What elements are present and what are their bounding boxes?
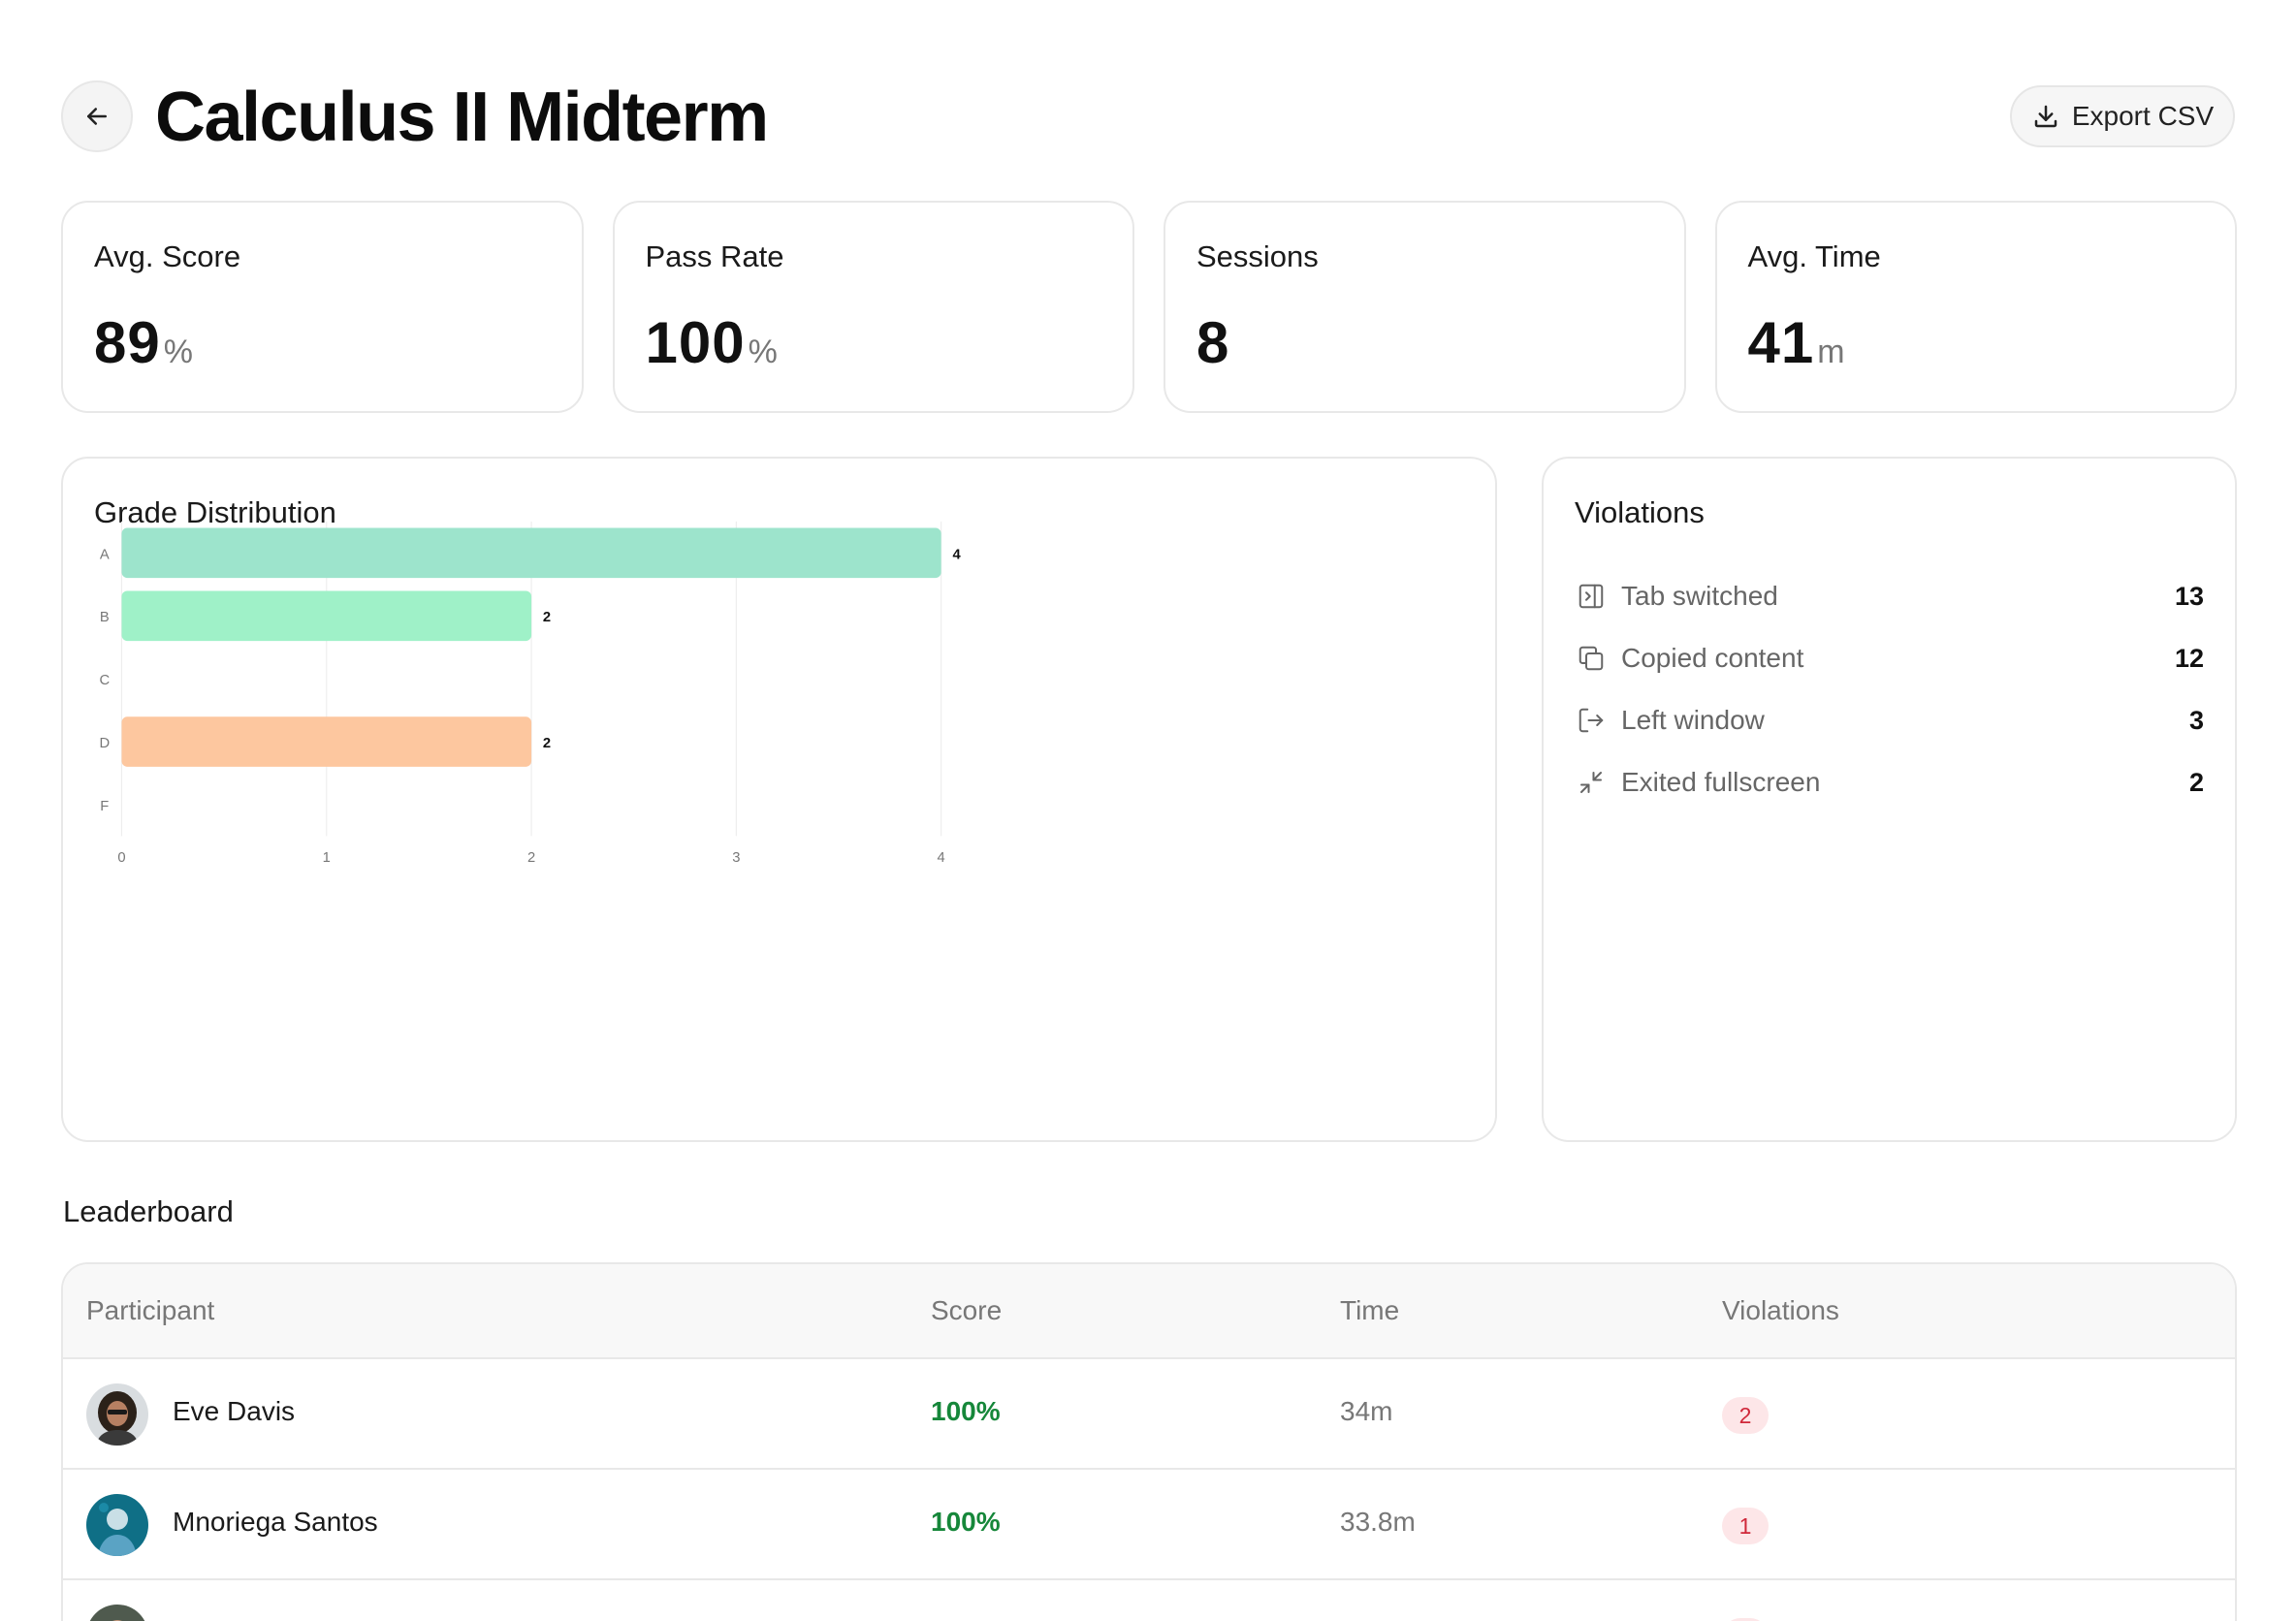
table-row[interactable]: Eve Davis 100% 34m 2 [63, 1359, 2235, 1470]
stat-label: Pass Rate [645, 239, 784, 273]
y-tick-label: F [100, 799, 109, 814]
grade-distribution-chart: 0 1 2 3 4 A 4 B 2 C D 2 F [99, 521, 961, 866]
bar [121, 527, 941, 579]
export-csv-button[interactable]: Export CSV [2010, 85, 2235, 147]
page-title: Calculus II Midterm [155, 79, 769, 156]
table-row[interactable]: Mnoriega Santos 100% 33.8m 1 [63, 1470, 2235, 1580]
column-header-time[interactable]: Time [1340, 1295, 1400, 1325]
avatar [86, 1383, 148, 1446]
violation-item: Tab switched 13 [1575, 565, 2204, 627]
tab-switch-icon [1575, 580, 1608, 613]
minimize-icon [1575, 766, 1608, 799]
grade-distribution-title: Grade Distribution [94, 495, 336, 529]
violations-title: Violations [1575, 495, 1705, 529]
y-tick-label: C [99, 673, 110, 688]
stat-number: 8 [1196, 310, 1230, 375]
table-header: Participant Score Time Violations [63, 1264, 2235, 1359]
data-label: 2 [543, 610, 551, 625]
stat-unit: m [1817, 334, 1845, 370]
data-label: 4 [952, 547, 961, 562]
violation-label: Left window [1621, 705, 1765, 735]
stat-value: 100% [646, 309, 1102, 386]
violation-badge: 2 [1722, 1397, 1769, 1434]
stat-card-avg-time: Avg. Time 41m [1714, 201, 2237, 413]
arrow-left-icon [87, 108, 107, 125]
participant-time: 34m [1340, 1396, 1393, 1426]
stat-value: 89% [94, 309, 551, 386]
stat-number: 89 [94, 310, 161, 375]
participant-score: 100% [931, 1507, 1001, 1537]
violation-badge: 1 [1722, 1508, 1769, 1544]
column-header-score[interactable]: Score [931, 1295, 1003, 1325]
stat-cards: Avg. Score 89% Pass Rate 100% Sessions 8… [61, 201, 2237, 413]
bar [121, 716, 532, 767]
violation-count: 2 [2188, 767, 2204, 797]
grade-distribution-panel: Grade Distribution 0 1 2 3 4 A 4 B 2 C D 2 F [61, 457, 1497, 1142]
stat-unit: % [163, 334, 193, 370]
export-csv-label: Export CSV [2071, 101, 2215, 131]
violation-count: 13 [2174, 581, 2204, 611]
avatar [86, 1494, 148, 1556]
stat-card-avg-score: Avg. Score 89% [61, 201, 584, 413]
stat-label: Avg. Score [94, 239, 241, 273]
x-tick-label: 4 [938, 850, 945, 866]
participant-time: 33.8m [1340, 1507, 1416, 1537]
column-header-violations[interactable]: Violations [1722, 1295, 1839, 1325]
back-button[interactable] [61, 80, 133, 152]
violation-count: 3 [2188, 705, 2204, 735]
bar [121, 590, 532, 642]
y-tick-label: D [99, 736, 110, 751]
violation-item: Exited fullscreen 2 [1575, 751, 2204, 813]
download-icon [2034, 105, 2057, 128]
data-label: 2 [543, 736, 551, 751]
stat-value: 41m [1748, 309, 2205, 386]
x-tick-label: 3 [732, 850, 740, 866]
x-tick-label: 2 [527, 850, 535, 866]
y-tick-label: B [100, 610, 110, 625]
stat-number: 41 [1747, 310, 1815, 375]
violation-item: Left window 3 [1575, 689, 2204, 751]
y-tick-label: A [100, 547, 110, 562]
x-tick-label: 1 [323, 850, 331, 866]
participant-name: Mnoriega Santos [173, 1507, 378, 1537]
leaderboard-title: Leaderboard [63, 1194, 234, 1228]
avatar [86, 1605, 148, 1621]
stat-unit: % [748, 334, 778, 370]
stat-label: Sessions [1196, 239, 1319, 273]
stat-card-sessions: Sessions 8 [1164, 201, 1686, 413]
copy-icon [1575, 642, 1608, 675]
violation-item: Copied content 12 [1575, 627, 2204, 689]
stat-card-pass-rate: Pass Rate 100% [612, 201, 1134, 413]
participant-name: Eve Davis [173, 1396, 296, 1426]
column-header-participant[interactable]: Participant [86, 1295, 215, 1325]
exit-window-icon [1575, 704, 1608, 737]
violation-label: Copied content [1621, 643, 1804, 673]
violations-list: Tab switched 13 Copied content 12 Left w… [1575, 565, 2204, 813]
violation-label: Exited fullscreen [1621, 767, 1821, 797]
leaderboard-table: Participant Score Time Violations Eve Da… [61, 1262, 2237, 1621]
chart-plot-area: 0 1 2 3 4 A 4 B 2 C D 2 F [99, 521, 961, 866]
violation-count: 12 [2174, 643, 2204, 673]
stat-value: 8 [1196, 309, 1653, 386]
violations-panel: Violations Tab switched 13 Copied conten… [1542, 457, 2237, 1142]
violation-badge [1722, 1618, 1769, 1621]
participant-score: 100% [931, 1396, 1001, 1426]
table-row-partial[interactable] [63, 1580, 2235, 1621]
violation-label: Tab switched [1621, 581, 1778, 611]
x-tick-label: 0 [117, 850, 125, 866]
stat-number: 100 [645, 310, 746, 375]
stat-label: Avg. Time [1747, 239, 1881, 273]
